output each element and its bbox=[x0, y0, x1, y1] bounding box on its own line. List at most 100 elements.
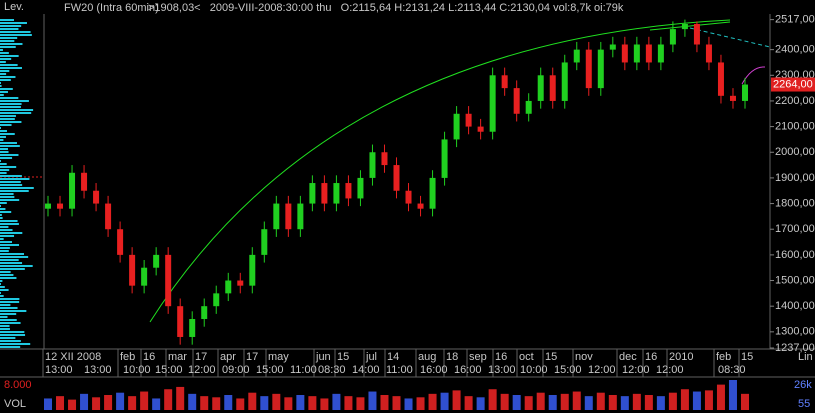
volume-bar bbox=[500, 393, 509, 410]
volume-bar bbox=[692, 391, 701, 410]
x-tick-label: 12:00 bbox=[656, 364, 684, 376]
scale-label: Lin bbox=[798, 351, 813, 363]
candle-body bbox=[465, 113, 472, 127]
volume-bar bbox=[260, 396, 269, 410]
volume-bar bbox=[741, 393, 749, 410]
x-tick-label: 12 XII 2008 bbox=[45, 351, 101, 363]
x-tick-label: nov bbox=[575, 351, 593, 363]
candle-body bbox=[417, 203, 424, 209]
last-price-box bbox=[771, 77, 815, 92]
x-tick-label: 16 bbox=[645, 351, 657, 363]
volume-bar bbox=[392, 396, 401, 410]
candle-body bbox=[153, 254, 160, 268]
volume-bar bbox=[512, 395, 521, 410]
volume-bar bbox=[452, 390, 461, 410]
volume-bar bbox=[632, 393, 641, 410]
volume-bar bbox=[584, 396, 593, 410]
volume-bar bbox=[440, 392, 449, 410]
x-tick-label: 12:00 bbox=[588, 364, 616, 376]
candle-body bbox=[549, 75, 556, 101]
y-tick-label: 1500,00 bbox=[775, 274, 815, 286]
y-tick-label: 2517,00 bbox=[775, 14, 815, 26]
candle-body bbox=[429, 177, 436, 209]
x-tick-label: 08:30 bbox=[318, 364, 346, 376]
x-tick-label: 16 bbox=[143, 351, 155, 363]
volume-bar bbox=[308, 396, 317, 410]
x-tick-label: 11:00 bbox=[386, 364, 413, 376]
candle-body bbox=[537, 75, 544, 101]
x-tick-label: 11:00 bbox=[290, 364, 317, 376]
x-tick-label: 10:00 bbox=[123, 364, 151, 376]
candle-body bbox=[633, 44, 640, 63]
volume-bar bbox=[356, 397, 365, 410]
candle-body bbox=[597, 49, 604, 89]
x-tick-label: 2010 bbox=[669, 351, 693, 363]
y-tick-label: 1237,00 bbox=[775, 342, 815, 354]
candle-body bbox=[381, 152, 388, 166]
volume-bar bbox=[200, 396, 209, 410]
volume-bar bbox=[416, 397, 425, 410]
candle-body bbox=[201, 306, 208, 320]
candle-body bbox=[345, 183, 352, 199]
volume-bar bbox=[596, 392, 605, 410]
volume-bar bbox=[728, 380, 737, 410]
candle-body bbox=[261, 229, 268, 255]
candle-body bbox=[285, 203, 292, 230]
x-tick-label: 17 bbox=[195, 351, 207, 363]
x-tick-label: 16 bbox=[495, 351, 507, 363]
candle-body bbox=[393, 165, 400, 191]
y-tick-label: 1300,00 bbox=[775, 326, 815, 338]
candle-body bbox=[645, 44, 652, 63]
x-tick-label: 17 bbox=[246, 351, 258, 363]
volume-bar bbox=[68, 399, 77, 410]
left-label: Lev. bbox=[4, 1, 24, 13]
candle-body bbox=[513, 88, 520, 114]
volume-bar bbox=[320, 398, 329, 410]
x-tick-label: 18 bbox=[446, 351, 458, 363]
volume-bar bbox=[644, 395, 653, 410]
volume-bar bbox=[116, 392, 125, 410]
trend-line bbox=[649, 21, 731, 31]
x-tick-label: 16:00 bbox=[454, 364, 482, 376]
volume-bar bbox=[656, 396, 665, 410]
x-tick-label: 09:00 bbox=[222, 364, 250, 376]
candle-body bbox=[45, 203, 51, 209]
volume-bar bbox=[536, 392, 545, 410]
y-tick-label: 1400,00 bbox=[775, 300, 815, 312]
volume-bar bbox=[80, 393, 89, 410]
candle-body bbox=[93, 190, 100, 204]
volume-bar bbox=[476, 397, 485, 410]
candle-body bbox=[681, 23, 688, 30]
volume-bar bbox=[272, 393, 281, 410]
x-tick-label: jul bbox=[365, 351, 377, 363]
header: >1908,03< 2009-VIII-2008:30:00 thu O:211… bbox=[148, 2, 624, 14]
volume-bar bbox=[488, 389, 497, 410]
candle-body bbox=[297, 203, 304, 230]
candle-body bbox=[309, 183, 316, 204]
candle-body bbox=[561, 62, 568, 101]
volume-bar bbox=[680, 389, 689, 410]
volume-bar bbox=[236, 398, 245, 410]
volume-left-value: 8.000 bbox=[4, 379, 32, 391]
volume-bar bbox=[380, 395, 389, 410]
candle-body bbox=[453, 113, 460, 140]
candle-body bbox=[237, 280, 244, 286]
x-tick-label: 13:00 bbox=[45, 364, 73, 376]
x-tick-label: 15:00 bbox=[155, 364, 183, 376]
volume-bar bbox=[332, 393, 341, 410]
candle-body bbox=[742, 84, 748, 101]
candle-body bbox=[405, 190, 412, 204]
volume-bar bbox=[704, 390, 713, 410]
candle-body bbox=[321, 183, 328, 204]
x-tick-label: 15:00 bbox=[256, 364, 284, 376]
candle-body bbox=[189, 319, 196, 337]
volume-bar bbox=[548, 395, 557, 410]
candle-body bbox=[621, 44, 628, 63]
x-tick-label: feb bbox=[716, 351, 731, 363]
title: FW20 (Intra 60min) bbox=[64, 2, 159, 14]
y-tick-label: 1700,00 bbox=[775, 223, 815, 235]
candle-body bbox=[729, 95, 736, 101]
volume-bar bbox=[296, 395, 305, 410]
volume-bar bbox=[176, 386, 185, 410]
x-tick-label: 15 bbox=[741, 351, 753, 363]
